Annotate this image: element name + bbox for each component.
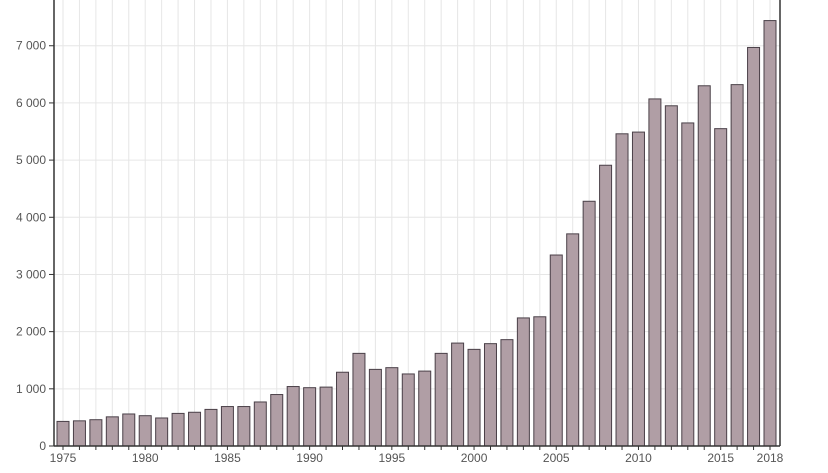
bar-2016 [730, 84, 744, 447]
x-tick-label: 2010 [625, 451, 652, 465]
bar-1993 [352, 352, 366, 447]
bar-2007 [582, 200, 596, 447]
y-tick-label: 2 000 [16, 325, 46, 339]
bar-1994 [368, 368, 382, 447]
y-tick-label: 4 000 [16, 210, 46, 224]
y-tick-labels: 0 1 000 2 000 3 000 4 000 5 000 6 000 7 000 [16, 39, 46, 453]
bar-1991 [319, 386, 333, 447]
x-tick-label: 1975 [50, 451, 77, 465]
x-tick-label: 1995 [378, 451, 405, 465]
bar-2015 [714, 128, 728, 447]
bar-1978 [105, 416, 119, 447]
bars [56, 20, 777, 447]
bar-1977 [89, 419, 103, 447]
y-tick-label: 5 000 [16, 153, 46, 167]
bar-2005 [549, 254, 563, 447]
bar-1999 [451, 342, 465, 447]
x-tick-label: 2015 [707, 451, 734, 465]
bar-2004 [533, 316, 547, 447]
y-tick-label: 3 000 [16, 267, 46, 281]
bar-2001 [483, 343, 497, 447]
bar-2017 [747, 46, 761, 447]
bar-1981 [155, 417, 169, 447]
bar-2014 [697, 85, 711, 447]
x-tick-label: 1985 [214, 451, 241, 465]
bar-2009 [615, 133, 629, 447]
bar-1998 [434, 352, 448, 447]
bar-1985 [220, 406, 234, 447]
bar-2003 [516, 317, 530, 447]
bar-2002 [500, 339, 514, 447]
y-tick-label: 0 [39, 439, 46, 453]
bar-2010 [631, 131, 645, 447]
x-tick-label: 2005 [543, 451, 570, 465]
bar-1996 [401, 373, 415, 447]
y-tick-label: 1 000 [16, 382, 46, 396]
bar-1980 [138, 415, 152, 447]
bar-1986 [237, 406, 251, 447]
bar-1987 [253, 401, 267, 447]
bar-2006 [566, 233, 580, 447]
x-tick-labels: 1975 1980 1985 1990 1995 2000 2005 2010 2015 2018 [50, 451, 784, 465]
bar-2018 [763, 20, 777, 447]
bar-2013 [681, 122, 695, 447]
x-tick-label: 1990 [296, 451, 323, 465]
x-tick-label: 2000 [461, 451, 488, 465]
bar-1983 [188, 411, 202, 447]
bar-2011 [648, 98, 662, 447]
bar-1995 [385, 367, 399, 447]
bar-1979 [122, 413, 136, 447]
bar-2012 [664, 105, 678, 447]
bar-1989 [286, 386, 300, 447]
x-tick-label: 2018 [757, 451, 784, 465]
bar-1975 [56, 420, 70, 447]
bar-1997 [418, 370, 432, 447]
bar-1990 [303, 387, 317, 447]
x-tick-label: 1980 [132, 451, 159, 465]
bar-1984 [204, 408, 218, 447]
bar-1992 [336, 371, 350, 447]
bar-2008 [599, 164, 613, 447]
bar-1982 [171, 412, 185, 447]
y-tick-label: 6 000 [16, 96, 46, 110]
bar-1988 [270, 394, 284, 447]
y-tick-label: 7 000 [16, 39, 46, 53]
bar-2000 [467, 348, 481, 447]
bar-1976 [72, 420, 86, 447]
axes [49, 0, 781, 450]
